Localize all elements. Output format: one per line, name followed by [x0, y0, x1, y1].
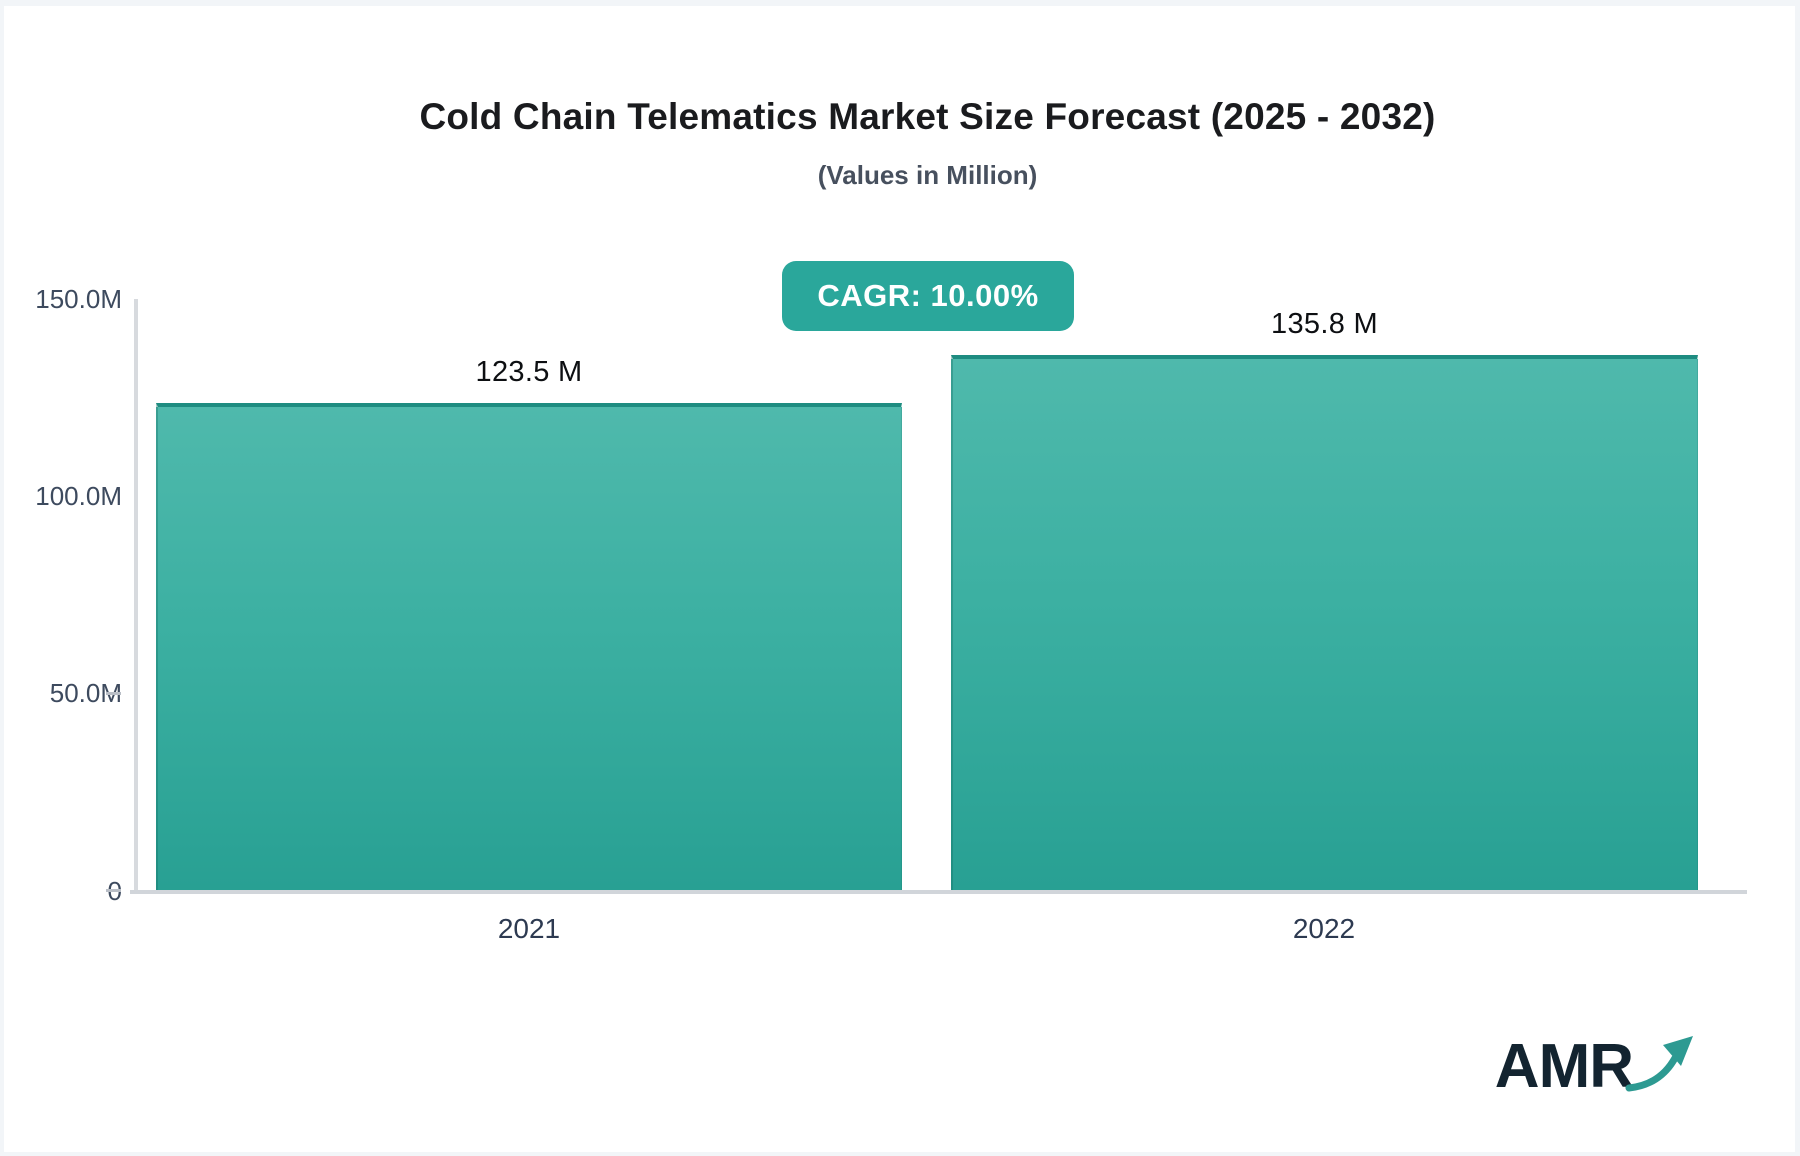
bar-value-label: 123.5 M	[475, 356, 583, 389]
cagr-badge: CAGR: 10.00%	[782, 261, 1074, 331]
bar-2022[interactable]	[951, 354, 1698, 890]
chart-header: Cold Chain Telematics Market Size Foreca…	[4, 96, 1795, 191]
y-axis-tick-label: 100.0M	[35, 481, 122, 511]
y-axis-tick-mark	[106, 889, 121, 892]
y-axis-line	[134, 299, 138, 892]
bar-group-2021: 123.5 M	[156, 299, 902, 890]
y-axis-tick-label: 0	[4, 876, 122, 906]
chart-title: Cold Chain Telematics Market Size Foreca…	[419, 96, 1436, 137]
x-axis-line	[130, 890, 1747, 894]
plot-area: 150.0M 100.0M 50.0M 0 123.5 M 135.8 M 20…	[35, 284, 1747, 944]
bar-2021[interactable]	[156, 403, 902, 890]
y-axis-tick-mark	[106, 692, 121, 695]
amr-logo: AMR	[1495, 1031, 1697, 1102]
bar-group-2022: 135.8 M	[951, 299, 1698, 890]
chart-card: Cold Chain Telematics Market Size Foreca…	[4, 6, 1795, 1152]
bar-value-label: 135.8 M	[1271, 307, 1378, 340]
y-axis-tick-label: 150.0M	[35, 284, 122, 314]
growth-arrow-icon	[1625, 1035, 1693, 1091]
x-axis-category-label: 2022	[1292, 913, 1356, 944]
y-axis-tick-label: 50.0M	[49, 678, 122, 708]
chart-subtitle: (Values in Million)	[817, 160, 1038, 190]
x-axis-category-label: 2021	[497, 913, 561, 944]
amr-logo-text: AMR	[1494, 1032, 1634, 1101]
